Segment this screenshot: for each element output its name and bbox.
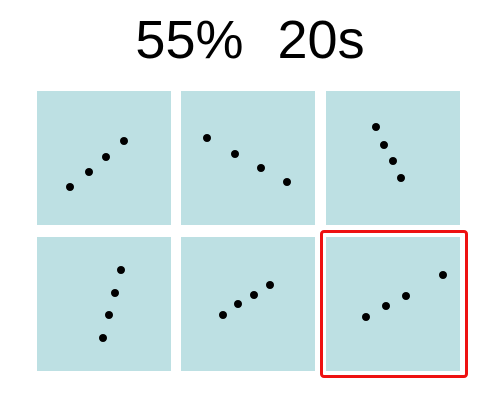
dot [219, 311, 227, 319]
dot [372, 123, 380, 131]
pattern-tile-1[interactable] [37, 91, 171, 225]
dot [117, 266, 125, 274]
dot [380, 141, 388, 149]
dot [231, 150, 239, 158]
dot [203, 134, 211, 142]
dot [266, 281, 274, 289]
dot-pattern [362, 271, 447, 321]
dot-pattern [99, 266, 125, 342]
dot [111, 289, 119, 297]
pattern-tile-6[interactable] [326, 237, 460, 371]
hud: 55% 20s [0, 8, 500, 72]
dot [283, 178, 291, 186]
dot [397, 174, 405, 182]
dot [402, 292, 410, 300]
pattern-tile-5[interactable] [181, 237, 315, 371]
dot [234, 300, 242, 308]
pattern-tile-4[interactable] [37, 237, 171, 371]
pattern-tile-2[interactable] [181, 91, 315, 225]
dot [85, 168, 93, 176]
score-display: 55% [135, 10, 244, 70]
dot [66, 183, 74, 191]
dot [120, 137, 128, 145]
dot-pattern [372, 123, 405, 182]
dot [382, 302, 390, 310]
dot [102, 153, 110, 161]
dot [99, 334, 107, 342]
dot-pattern [203, 134, 291, 186]
timer-display: 20s [277, 10, 365, 70]
dot-pattern [66, 137, 128, 191]
dot [105, 311, 113, 319]
dot [439, 271, 447, 279]
dot [257, 164, 265, 172]
dot [250, 291, 258, 299]
dot [362, 313, 370, 321]
pattern-tile-3[interactable] [326, 91, 460, 225]
dot [389, 157, 397, 165]
dot-pattern [219, 281, 274, 319]
